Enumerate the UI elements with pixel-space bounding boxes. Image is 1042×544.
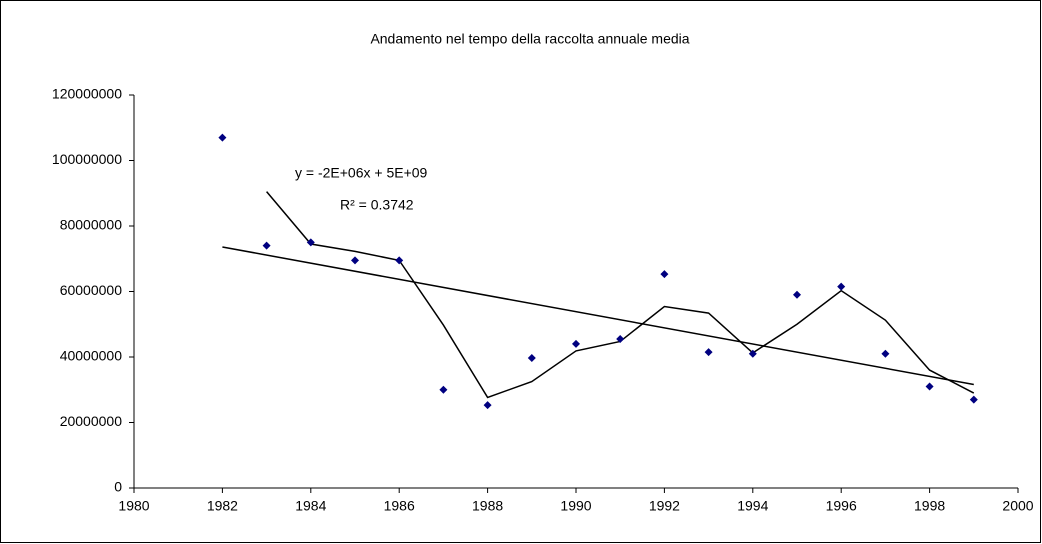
x-tick-label: 1984 bbox=[295, 498, 326, 514]
chart-title: Andamento nel tempo della raccolta annua… bbox=[370, 31, 689, 47]
point bbox=[439, 385, 448, 394]
point bbox=[969, 395, 978, 404]
x-tick-label: 1990 bbox=[560, 498, 591, 514]
trend-equation: y = -2E+06x + 5E+09 bbox=[295, 165, 428, 181]
point bbox=[748, 349, 757, 358]
point bbox=[262, 241, 271, 250]
trendline bbox=[222, 246, 974, 386]
x-tick-label: 1986 bbox=[384, 498, 415, 514]
y-tick-label: 20000000 bbox=[60, 413, 123, 429]
point bbox=[395, 256, 404, 265]
x-tick-label: 1992 bbox=[649, 498, 680, 514]
x-tick-label: 1998 bbox=[914, 498, 945, 514]
y-tick-label: 60000000 bbox=[60, 282, 123, 298]
x-tick-label: 2000 bbox=[1002, 498, 1033, 514]
point bbox=[793, 290, 801, 299]
point bbox=[660, 270, 669, 279]
x-tick-label: 1994 bbox=[737, 498, 768, 514]
point bbox=[572, 339, 580, 348]
r-squared: R² = 0.3742 bbox=[340, 197, 414, 213]
x-tick-label: 1996 bbox=[826, 498, 857, 514]
point bbox=[483, 401, 492, 410]
x-tick-label: 1988 bbox=[472, 498, 503, 514]
point bbox=[837, 282, 846, 291]
point bbox=[527, 353, 536, 362]
y-tick-label: 120000000 bbox=[52, 86, 122, 102]
x-tick-label: 1982 bbox=[207, 498, 238, 514]
y-tick-label: 0 bbox=[114, 479, 122, 495]
x-tick-label: 1980 bbox=[118, 498, 149, 514]
y-tick-label: 40000000 bbox=[60, 348, 123, 364]
y-tick-label: 100000000 bbox=[52, 151, 122, 167]
point bbox=[704, 348, 713, 357]
point bbox=[351, 256, 359, 265]
point bbox=[925, 382, 934, 391]
point bbox=[616, 334, 625, 343]
point bbox=[306, 238, 315, 247]
point bbox=[881, 349, 890, 358]
point bbox=[218, 133, 227, 142]
y-tick-label: 80000000 bbox=[60, 217, 123, 233]
